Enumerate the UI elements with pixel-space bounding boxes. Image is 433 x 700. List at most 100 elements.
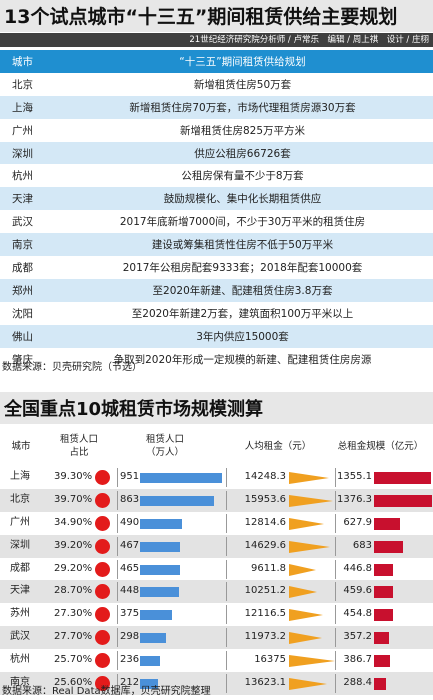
per-capita-rent: 13623.1 bbox=[244, 677, 286, 689]
header-total: 总租金规模（亿元） bbox=[337, 441, 424, 452]
column-divider bbox=[335, 490, 336, 510]
plan-city: 武汉 bbox=[12, 216, 33, 229]
market-row: 杭州 25.70% 236 16375 386.7 bbox=[0, 649, 433, 673]
market-city: 上海 bbox=[10, 471, 30, 482]
plan-city: 天津 bbox=[12, 193, 33, 206]
population-bar bbox=[140, 633, 166, 644]
column-divider bbox=[226, 628, 227, 648]
rental-population: 236 bbox=[120, 654, 140, 666]
total-rent-bar bbox=[374, 655, 391, 668]
column-divider bbox=[226, 651, 227, 671]
per-capita-rent: 9611.8 bbox=[251, 562, 286, 574]
share-dot-icon bbox=[95, 607, 110, 623]
total-rent-scale: 1376.3 bbox=[337, 493, 372, 505]
header-city: 城市 bbox=[12, 55, 33, 68]
supply-plan-table: 城市 “十三五”期间租赁供给规划 北京 新增租赁住房50万套 上海 新增租赁住房70万… bbox=[0, 50, 433, 371]
plan-text: 至2020年新建、配建租赁住房3.8万套 bbox=[152, 284, 333, 297]
population-bar bbox=[140, 564, 181, 575]
per-capita-rent: 10251.2 bbox=[244, 585, 286, 597]
population-bar bbox=[140, 679, 159, 690]
column-divider bbox=[335, 582, 336, 602]
column-divider bbox=[226, 605, 227, 625]
column-divider bbox=[335, 674, 336, 694]
market-row: 武汉 27.70% 298 11973.2 357.2 bbox=[0, 626, 433, 650]
market-city: 杭州 bbox=[10, 654, 30, 666]
market-city: 深圳 bbox=[10, 539, 30, 551]
rent-triangle bbox=[289, 632, 322, 645]
per-capita-rent: 14629.6 bbox=[244, 539, 286, 551]
share-dot-icon bbox=[95, 630, 110, 646]
rental-population: 467 bbox=[120, 539, 140, 551]
plan-text: 供应公租房66726套 bbox=[194, 147, 291, 160]
supply-plan-row: 南京 建设或筹集租赁性住房不低于50万平米 bbox=[0, 233, 433, 257]
plan-city: 杭州 bbox=[12, 170, 33, 183]
per-capita-rent: 12814.6 bbox=[244, 516, 286, 528]
column-divider bbox=[226, 468, 227, 487]
column-divider bbox=[117, 674, 118, 694]
supply-plan-row: 北京 新增租赁住房50万套 bbox=[0, 72, 433, 96]
total-rent-bar bbox=[374, 609, 394, 622]
section2-source: 数据来源：Real Data数据库，贝壳研究院整理 bbox=[2, 686, 211, 697]
total-rent-scale: 357.2 bbox=[343, 631, 372, 643]
market-row: 南京 25.60% 212 13623.1 288.4 bbox=[0, 672, 433, 695]
market-city: 成都 bbox=[10, 562, 30, 574]
rent-triangle bbox=[289, 472, 329, 484]
market-row: 苏州 27.30% 375 12116.5 454.8 bbox=[0, 603, 433, 627]
total-rent-bar bbox=[374, 472, 432, 484]
rental-population: 951 bbox=[120, 471, 140, 482]
plan-text: 2017年公租房配套9333套；2018年配套10000套 bbox=[122, 261, 363, 274]
rental-population: 465 bbox=[120, 562, 140, 574]
plan-text: 新增租赁住房70万套，市场代理租赁房源30万套 bbox=[129, 101, 356, 114]
market-city: 南京 bbox=[10, 677, 30, 689]
market-row: 天津 28.70% 448 10251.2 459.6 bbox=[0, 580, 433, 604]
share-dot-icon bbox=[95, 470, 110, 485]
total-rent-bar bbox=[374, 540, 403, 553]
share-dot-icon bbox=[95, 676, 110, 692]
rent-triangle bbox=[289, 517, 324, 530]
column-divider bbox=[226, 582, 227, 602]
rental-population: 448 bbox=[120, 585, 140, 597]
credit-line: 21世纪经济研究院分析师 / 卢常乐 编辑 / 周上祺 设计 / 庄栩 bbox=[0, 33, 433, 47]
rental-share: 39.70% bbox=[54, 493, 93, 505]
plan-city: 沈阳 bbox=[12, 307, 33, 320]
market-row: 上海 39.30% 951 14248.3 1355.1 bbox=[0, 466, 433, 489]
supply-plan-row: 成都 2017年公租房配套9333套；2018年配套10000套 bbox=[0, 256, 433, 279]
plan-text: 新增租赁住房825万平方米 bbox=[179, 124, 306, 137]
section1-title-bar: 13个试点城市“十三五”期间租赁供给主要规划 bbox=[0, 0, 433, 32]
rent-triangle bbox=[289, 586, 317, 599]
section2-title: 全国重点10城租赁市场规模测算 bbox=[4, 399, 264, 420]
header-city2: 城市 bbox=[11, 441, 31, 452]
section2-title-bar: 全国重点10城租赁市场规模测算 bbox=[0, 392, 433, 424]
share-dot-icon bbox=[95, 538, 110, 554]
population-bar bbox=[140, 518, 183, 529]
rental-share: 25.60% bbox=[54, 677, 93, 689]
column-divider bbox=[117, 582, 118, 602]
rent-triangle bbox=[289, 678, 327, 691]
population-bar bbox=[140, 495, 215, 506]
column-divider bbox=[117, 513, 118, 533]
rental-population: 490 bbox=[120, 516, 140, 528]
supply-plan-row: 广州 新增租赁住房825万平方米 bbox=[0, 118, 433, 142]
rent-triangle bbox=[289, 609, 323, 622]
market-row: 成都 29.20% 465 9611.8 446.8 bbox=[0, 557, 433, 581]
rental-share: 27.30% bbox=[54, 608, 93, 620]
plan-text: 新增租赁住房50万套 bbox=[193, 78, 292, 91]
market-city: 苏州 bbox=[10, 608, 30, 620]
per-capita-rent: 16375 bbox=[254, 654, 286, 666]
supply-plan-row: 武汉 2017年底新增7000间，不少于30万平米的租赁住房 bbox=[0, 210, 433, 234]
plan-text: 2017年底新增7000间，不少于30万平米的租赁住房 bbox=[119, 216, 366, 229]
rental-population: 863 bbox=[120, 493, 140, 505]
plan-text: 鼓励规模化、集中化长期租赁供应 bbox=[163, 193, 322, 206]
header-pop: 租赁人口 （万人） bbox=[145, 434, 184, 458]
plan-text: 3年内供应15000套 bbox=[196, 330, 289, 343]
population-bar bbox=[140, 587, 179, 598]
header-share: 租赁人口 占比 bbox=[59, 434, 98, 458]
rental-population: 212 bbox=[120, 677, 140, 689]
header-plan: “十三五”期间租赁供给规划 bbox=[179, 55, 306, 68]
total-rent-scale: 1355.1 bbox=[337, 471, 372, 482]
plan-city: 南京 bbox=[12, 239, 33, 252]
plan-text: 公租房保有量不少于8万套 bbox=[181, 170, 304, 183]
plan-city: 北京 bbox=[12, 78, 33, 91]
rent-triangle bbox=[289, 655, 335, 668]
